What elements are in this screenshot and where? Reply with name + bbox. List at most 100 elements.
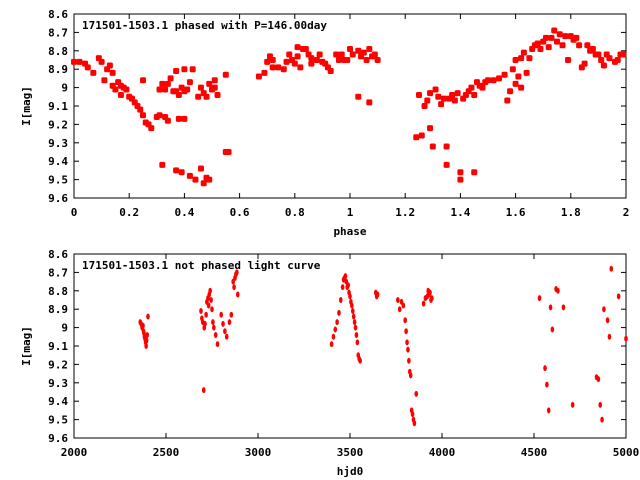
top-ytick-label: 8.6	[48, 8, 68, 21]
light-curve-data-point	[404, 328, 408, 335]
light-curve-data-point	[355, 339, 360, 346]
light-curve-data-point	[343, 273, 348, 280]
phased-data-point	[283, 58, 290, 65]
phased-data-point	[355, 47, 362, 54]
bottom-plot-frame	[73, 253, 627, 439]
light-curve-data-point	[353, 324, 358, 331]
top-panel: 8.6 8.7 8.8 8.9 9 9.1 9.2 9.3 9.4 9.5 9.60 0.2 0.4 0.…	[20, 8, 629, 238]
phased-data-point	[471, 169, 478, 176]
phased-data-point	[308, 55, 315, 62]
phased-data-point	[504, 97, 511, 104]
phased-data-point	[137, 106, 144, 113]
phased-data-point	[479, 84, 486, 91]
phased-data-point	[186, 172, 193, 179]
phased-data-point	[490, 77, 497, 84]
light-curve-data-point	[607, 333, 612, 340]
top-ytick-label: 9.4	[48, 155, 68, 168]
phased-data-point	[167, 75, 174, 82]
phased-data-point	[297, 64, 304, 71]
phased-data-point	[363, 57, 370, 63]
phased-data-point	[600, 62, 607, 69]
phased-data-point	[424, 97, 431, 104]
light-curve-data-point	[335, 319, 339, 326]
light-curve-data-point	[209, 297, 213, 303]
light-curve-data-point	[141, 322, 145, 329]
phased-data-point	[443, 143, 450, 150]
phased-data-point	[429, 143, 436, 150]
phased-data-point	[554, 38, 560, 45]
phased-data-point	[200, 180, 207, 187]
phased-data-point	[140, 112, 146, 119]
phased-data-point	[159, 161, 166, 168]
phased-data-point	[507, 88, 514, 95]
light-curve-data-point	[351, 313, 356, 320]
top-ytick-label: 8.7	[48, 26, 68, 39]
light-curve-data-point	[375, 291, 380, 298]
phased-data-point	[294, 53, 301, 60]
phased-data-point	[159, 80, 166, 87]
top-ytick-label: 9.1	[48, 100, 68, 113]
top-ytick-label: 8.9	[48, 63, 68, 76]
phased-data-point	[545, 44, 552, 51]
phased-data-point	[197, 84, 204, 91]
light-curve-data-point	[407, 357, 411, 364]
top-ytick-label: 9.3	[48, 137, 68, 150]
light-curve-data-point	[203, 320, 207, 327]
phased-data-point	[366, 99, 373, 106]
phased-data-point	[457, 169, 464, 176]
light-curve-data-point	[223, 328, 227, 335]
bottom-xtick-label: 2000	[61, 446, 88, 459]
light-curve-data-point	[405, 339, 409, 346]
phased-data-point	[589, 45, 596, 52]
light-curve-data-point	[219, 311, 223, 318]
light-curve-data-point	[609, 265, 614, 272]
light-curve-data-point	[545, 381, 549, 388]
phased-data-point	[512, 57, 519, 63]
phased-data-point	[438, 101, 445, 108]
bottom-xtick-label: 3000	[245, 446, 272, 459]
light-curve-data-point	[337, 309, 341, 316]
phased-data-point	[255, 73, 262, 80]
phased-data-point	[175, 115, 182, 122]
phased-data-point	[454, 90, 461, 97]
top-xtick-label: 0	[71, 206, 78, 219]
phased-data-point	[206, 80, 213, 87]
phased-data-point	[156, 112, 163, 119]
phased-data-point	[214, 91, 221, 98]
phased-data-point	[449, 91, 456, 98]
light-curve-data-point	[537, 295, 542, 302]
light-curve-data-point	[602, 306, 606, 313]
light-curve-data-point	[145, 331, 150, 338]
phased-data-point	[485, 77, 491, 84]
phased-data-point	[109, 69, 116, 76]
phased-data-point	[496, 75, 503, 82]
bottom-xtick-label: 3500	[337, 446, 364, 459]
phased-data-point	[173, 68, 180, 75]
light-curve-data-point	[221, 320, 225, 327]
phased-data-point	[606, 55, 613, 62]
light-curve-data-point	[410, 411, 415, 418]
light-curve-data-point	[598, 401, 603, 408]
phased-data-point	[542, 34, 549, 41]
phased-data-point	[523, 69, 530, 76]
phased-data-point	[175, 91, 182, 98]
bottom-ytick-label: 8.9	[48, 303, 68, 316]
phased-data-point	[565, 57, 572, 63]
light-curve-data-point	[212, 324, 216, 331]
light-curve-data-point	[204, 311, 208, 318]
light-curve-data-point	[235, 269, 239, 276]
bottom-x-axis-label: hjd0	[337, 465, 364, 478]
phased-data-point	[526, 55, 533, 62]
phased-data-point	[598, 57, 605, 63]
phased-data-point	[427, 125, 434, 132]
phased-data-point	[576, 42, 583, 49]
light-curve-data-point	[412, 420, 417, 427]
light-curve-data-point	[352, 319, 357, 326]
light-curve-data-point	[600, 416, 604, 423]
phased-data-point	[84, 64, 91, 71]
light-curve-data-point	[354, 331, 359, 338]
light-curve-data-point	[211, 319, 215, 326]
light-curve-data-point	[406, 346, 410, 353]
bottom-chart-title: 171501-1503.1 not phased light curve	[82, 259, 321, 272]
